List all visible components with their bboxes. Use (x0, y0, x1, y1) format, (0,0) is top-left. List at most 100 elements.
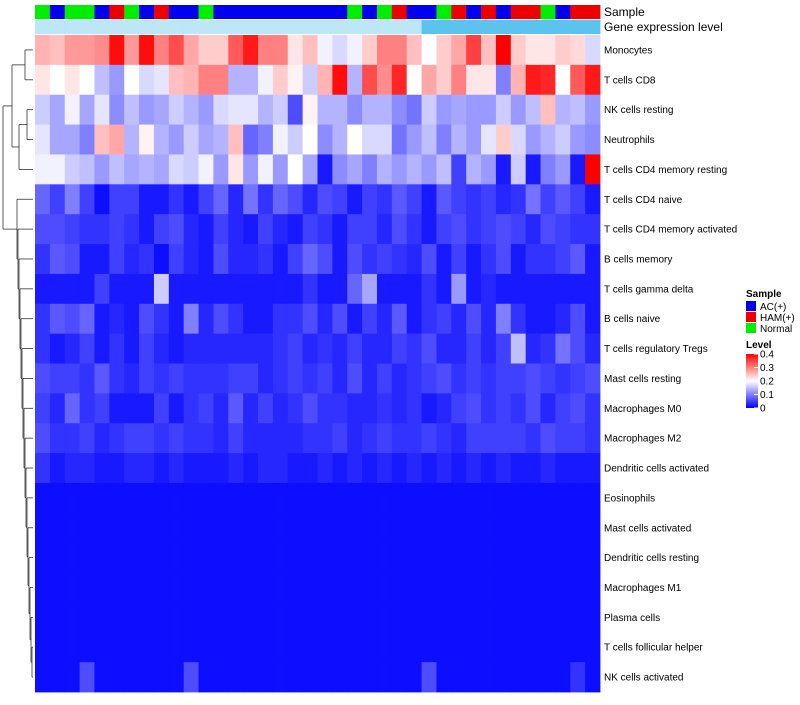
heatmap-cell (168, 512, 185, 544)
heatmap-cell (436, 512, 452, 544)
heatmap-cell (317, 35, 333, 66)
heatmap-cell (139, 482, 155, 514)
heatmap-cell (168, 273, 185, 305)
heatmap-cell (35, 94, 51, 125)
heatmap-cell (540, 423, 556, 454)
heatmap-cell (570, 542, 586, 573)
heatmap-cell (79, 184, 95, 215)
heatmap-cell (124, 363, 140, 394)
heatmap-cell (451, 64, 467, 96)
heatmap-cell (79, 632, 95, 663)
heatmap-cell (213, 542, 229, 573)
heatmap-cell (243, 333, 259, 364)
heatmap-cell (258, 423, 274, 454)
heatmap-cell (495, 512, 512, 544)
heatmap-cell (35, 453, 51, 484)
annotation-cell (153, 5, 170, 19)
heatmap-cell (213, 303, 229, 335)
heatmap-cell (272, 303, 289, 335)
heatmap-cell (94, 154, 110, 185)
annotation-cell (243, 5, 259, 19)
heatmap-cell (228, 512, 244, 544)
annotation-cell (391, 5, 408, 19)
heatmap-cell (109, 453, 125, 484)
heatmap-cell (213, 602, 229, 633)
heatmap-cell (317, 602, 333, 633)
heatmap-cell (153, 124, 170, 155)
heatmap-cell (213, 214, 229, 245)
heatmap-cell (64, 214, 81, 245)
heatmap-cell (332, 244, 348, 275)
heatmap-cell (376, 273, 393, 305)
heatmap-cell (525, 64, 541, 96)
heatmap-cell (287, 124, 304, 155)
heatmap-cell (510, 154, 527, 185)
heatmap-cell (287, 632, 304, 663)
heatmap-cell (168, 572, 185, 603)
heatmap-cell (525, 154, 541, 185)
heatmap-cell (198, 273, 214, 305)
heatmap-cell (406, 94, 422, 125)
heatmap-cell (124, 542, 140, 573)
heatmap-cell (585, 124, 601, 155)
heatmap-cell (49, 154, 66, 185)
heatmap-cell (64, 333, 81, 364)
heatmap-cell (94, 662, 110, 693)
heatmap-cell (35, 632, 51, 663)
annotation-cell (406, 20, 422, 34)
heatmap-cell (495, 333, 512, 364)
heatmap-cell (64, 124, 81, 155)
heatmap-cell (94, 273, 110, 305)
heatmap-cell (391, 632, 408, 663)
heatmap-cell (168, 542, 185, 573)
heatmap-cell (109, 602, 125, 633)
heatmap-cell (183, 244, 199, 275)
heatmap-cell (35, 393, 51, 424)
heatmap-cell (183, 184, 199, 215)
heatmap-cell (94, 35, 110, 66)
heatmap-cell (79, 363, 95, 394)
heatmap-cell (451, 244, 467, 275)
heatmap-cell (228, 572, 244, 603)
heatmap-cell (466, 273, 482, 305)
heatmap-cell (481, 303, 497, 335)
heatmap-cell (585, 184, 601, 215)
heatmap-cell (79, 35, 95, 66)
heatmap-cell (376, 512, 393, 544)
heatmap-cell (391, 363, 408, 394)
heatmap-cell (228, 214, 244, 245)
heatmap-cell (49, 273, 66, 305)
heatmap-cell (570, 244, 586, 275)
heatmap-cell (540, 542, 556, 573)
heatmap-cell (213, 273, 229, 305)
annotation-cell (540, 20, 556, 34)
heatmap-cell (228, 124, 244, 155)
heatmap-cell (79, 273, 95, 305)
heatmap-cell (49, 572, 66, 603)
heatmap-cell (391, 214, 408, 245)
heatmap-cell (555, 512, 571, 544)
legend-swatch (746, 323, 756, 333)
heatmap-cell (481, 214, 497, 245)
heatmap-cell (540, 214, 556, 245)
heatmap-cell (287, 482, 304, 514)
heatmap-cell (153, 662, 170, 693)
heatmap-cell (183, 64, 199, 96)
heatmap-cell (302, 333, 318, 364)
heatmap-cell (94, 333, 110, 364)
heatmap-cell (495, 423, 512, 454)
heatmap-cell (495, 662, 512, 693)
heatmap-cell (451, 572, 467, 603)
heatmap-cell (495, 214, 512, 245)
heatmap-cell (168, 662, 185, 693)
heatmap-cell (391, 423, 408, 454)
heatmap-cell (198, 423, 214, 454)
heatmap-cell (495, 393, 512, 424)
colorbar-tick-label: 0.1 (760, 390, 774, 401)
heatmap-cell (347, 303, 363, 335)
heatmap-cell (585, 333, 601, 364)
heatmap-cell (79, 393, 95, 424)
heatmap-cell (94, 64, 110, 96)
heatmap-cell (332, 333, 348, 364)
heatmap-cell (510, 273, 527, 305)
